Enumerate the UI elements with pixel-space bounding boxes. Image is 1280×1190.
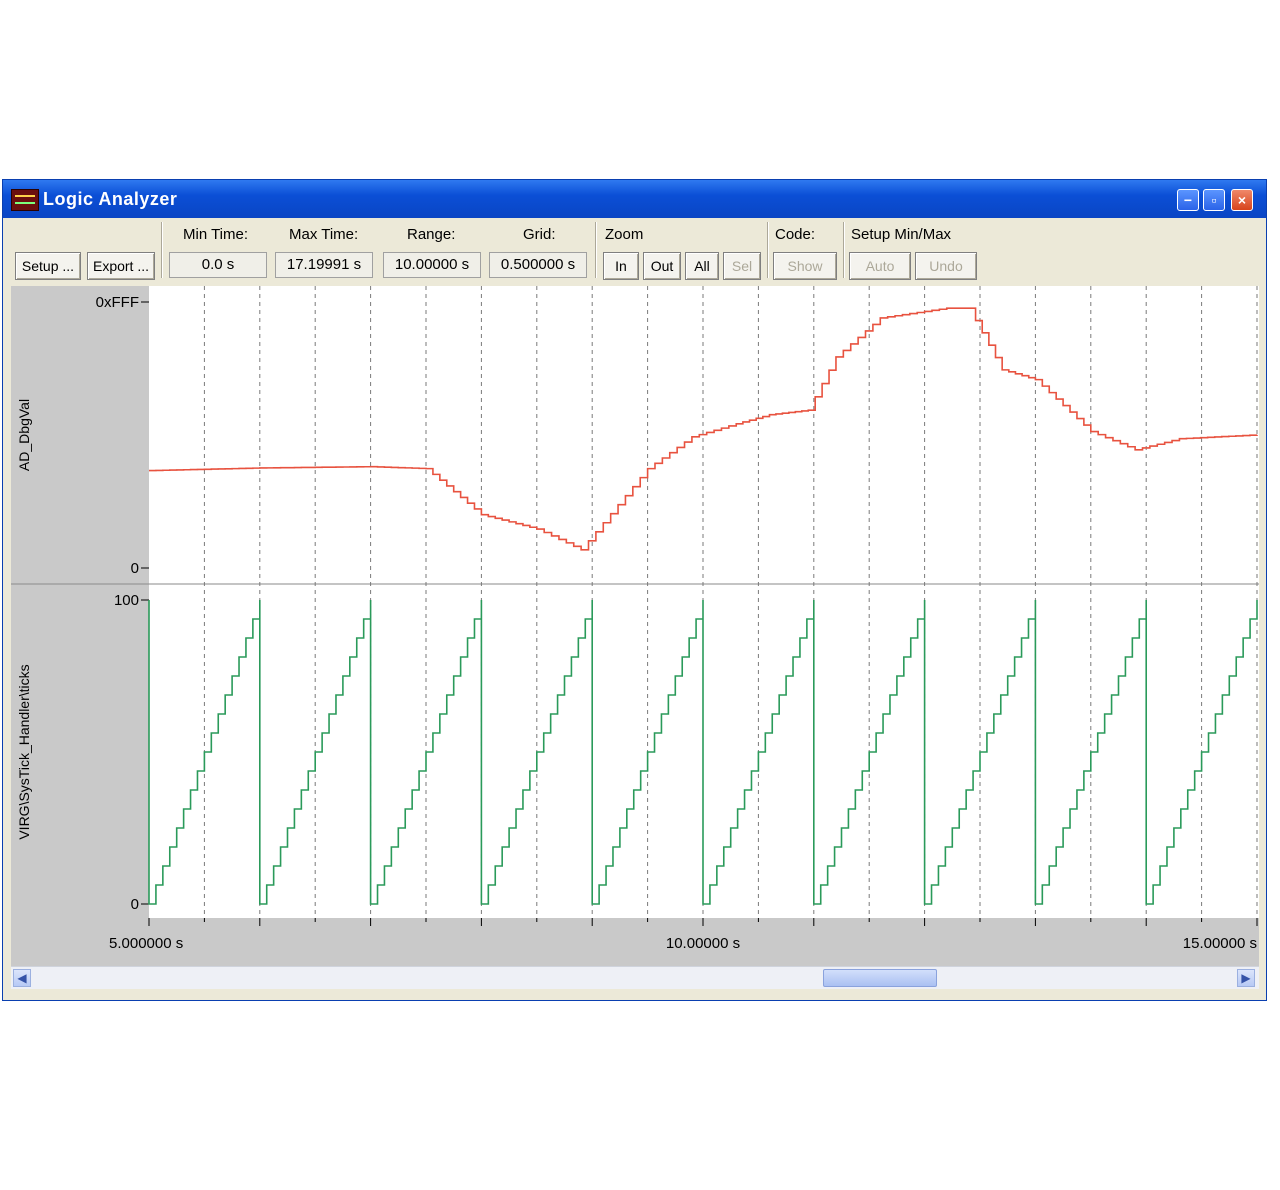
zoom-label: Zoom [605,226,644,243]
min-time-field: 0.0 s [169,252,267,278]
y-tick-label: 0 [131,896,139,913]
time-axis-strip [11,918,1259,966]
minimize-icon[interactable]: − [1177,189,1199,211]
scroll-right-icon[interactable]: ▶ [1237,969,1255,987]
max-time-label: Max Time: [289,226,359,243]
export-button[interactable]: Export ... [87,252,155,280]
x-tick-label: 10.00000 s [666,935,740,952]
title-bar[interactable]: Logic Analyzer − ▫ × [3,180,1266,218]
min-time-label: Min Time: [183,226,249,243]
logic-analyzer-window: Logic Analyzer − ▫ × Setup ... Export ..… [2,179,1267,1001]
zoom-out-button[interactable]: Out [643,252,681,280]
grid-label: Grid: [523,226,556,243]
code-show-button[interactable]: Show [773,252,837,280]
grid-field: 0.500000 s [489,252,587,278]
range-field: 10.00000 s [383,252,481,278]
x-tick-label: 5.000000 s [109,935,183,952]
scrollbar-thumb[interactable] [823,969,937,987]
setup-minmax-label: Setup Min/Max [851,226,952,243]
code-label: Code: [775,226,816,243]
y-tick-label: 0 [131,560,139,577]
waveform-chart[interactable]: 0xFFF 0 AD_DbgVal 100 0 VIRG\SysTick_Handler\… [11,286,1259,966]
toolbar: Setup ... Export ... Min Time: 0.0 s Max… [11,218,1259,282]
zoom-in-button[interactable]: In [603,252,639,280]
signal-trace [149,307,1258,551]
horizontal-scrollbar[interactable]: ◀ ▶ [11,966,1259,989]
maximize-icon[interactable]: ▫ [1203,189,1225,211]
logic-analyzer-app-icon [11,189,39,211]
range-label: Range: [407,226,456,243]
setup-button[interactable]: Setup ... [15,252,81,280]
zoom-all-button[interactable]: All [685,252,719,280]
signal-trace [148,600,1258,905]
y-tick-label: 100 [114,592,139,609]
waveform-area[interactable]: 0xFFF 0 AD_DbgVal 100 0 VIRG\SysTick_Handler\… [11,286,1259,966]
close-icon[interactable]: × [1231,189,1253,211]
scroll-left-icon[interactable]: ◀ [13,969,31,987]
auto-button[interactable]: Auto [849,252,911,280]
max-time-field: 17.19991 s [275,252,373,278]
zoom-sel-button[interactable]: Sel [723,252,761,280]
y-tick-label: 0xFFF [96,294,139,311]
signal-name-label: AD_DbgVal [16,399,32,471]
window-title: Logic Analyzer [43,189,178,209]
signal-name-label: VIRG\SysTick_Handler\ticks [16,664,32,839]
signal-names-panel [11,286,149,918]
undo-button[interactable]: Undo [915,252,977,280]
x-tick-label: 15.00000 s [1183,935,1257,952]
